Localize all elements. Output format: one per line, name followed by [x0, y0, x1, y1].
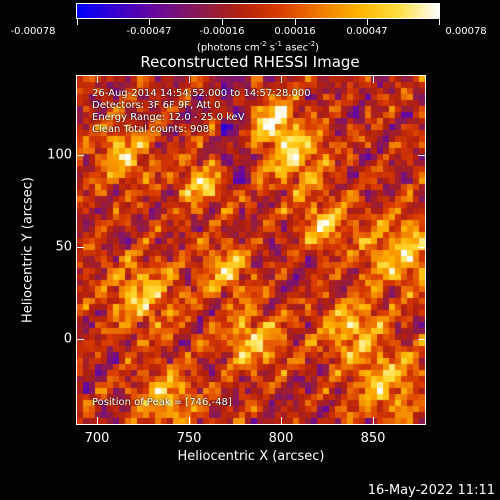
energy-range-annotation: Energy Range: 12.0 - 25.0 keV [92, 112, 245, 123]
x-tick-label: 850 [360, 431, 386, 446]
y-tick-label: 100 [47, 147, 72, 163]
colorbar-tick [77, 19, 78, 25]
y-tick [76, 339, 84, 340]
x-tick-label: 800 [268, 431, 294, 446]
time-range-annotation: 26-Aug-2014 14:54:52.000 to 14:57:28.000 [92, 88, 311, 99]
colorbar-tick-label: -0.00078 [10, 26, 56, 37]
y-tick [418, 247, 426, 248]
colorbar-tick-label: 0.00016 [274, 26, 316, 37]
x-tick [97, 75, 98, 83]
colorbar-tick [222, 19, 223, 25]
colorbar-tick-label: -0.00016 [199, 26, 245, 37]
colorbar-tick [149, 19, 150, 25]
colorbar-tick-label: 0.00047 [346, 26, 388, 37]
colorbar-tick-label: 0.00078 [445, 26, 487, 37]
x-tick [189, 75, 190, 83]
colorbar-units: (photons cm-2 s-1 asec-2) [196, 40, 320, 54]
colorbar-tick [367, 19, 368, 25]
x-axis-label: Heliocentric X (arcsec) [177, 449, 325, 464]
detectors-annotation: Detectors: 3F 6F 9F, Att 0 [92, 100, 221, 111]
colorbar-gradient [76, 3, 440, 19]
date-stamp: 16-May-2022 11:11 [367, 483, 495, 498]
colorbar: -0.00078 -0.00047 -0.00016 0.00016 0.000… [0, 0, 500, 56]
x-tick [281, 75, 282, 83]
y-tick [76, 247, 84, 248]
y-tick [76, 155, 84, 156]
colorbar-tick-label: -0.00047 [126, 26, 172, 37]
plot-title: Reconstructed RHESSI Image [140, 53, 360, 71]
colorbar-tick [439, 19, 440, 25]
x-tick-label: 700 [84, 431, 110, 446]
colorbar-tick [295, 19, 296, 25]
y-tick-label: 0 [63, 331, 72, 347]
image-plot [76, 75, 426, 425]
x-tick [281, 417, 282, 425]
y-axis-label: Heliocentric Y (arcsec) [20, 177, 36, 323]
x-tick [373, 417, 374, 425]
x-tick [373, 75, 374, 83]
clean-info-annotation: Clean Total counts: 908. [92, 124, 213, 135]
x-tick [97, 417, 98, 425]
rhessi-image [77, 76, 425, 424]
y-tick-label: 50 [55, 239, 72, 255]
x-tick [189, 417, 190, 425]
y-tick [418, 339, 426, 340]
peak-position-annotation: Position of Peak = [746,-48] [92, 397, 232, 408]
y-tick [418, 155, 426, 156]
x-tick-label: 750 [176, 431, 202, 446]
